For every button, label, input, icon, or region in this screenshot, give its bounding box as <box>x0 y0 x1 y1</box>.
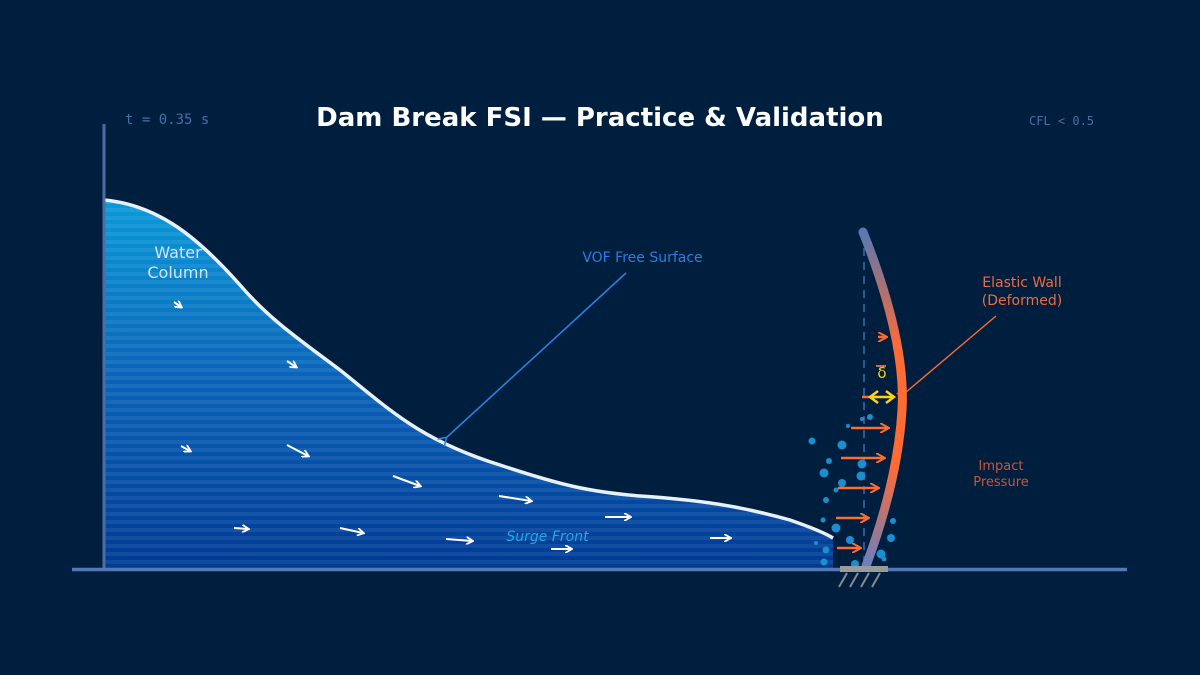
arrow-right-icon <box>498 495 531 501</box>
wall-annotation-arrow <box>905 315 997 393</box>
cfl-condition: CFL < 0.5 <box>1029 114 1095 128</box>
elastic-wall-label-line2: (Deformed) <box>981 292 1063 309</box>
vof-annotation-arrow <box>446 272 627 438</box>
deflection-marker: δ <box>862 364 897 404</box>
impact-pressure-label-line2: Pressure <box>973 475 1029 491</box>
ground-hatch-icon <box>838 572 881 588</box>
spray-bubbles <box>808 414 896 568</box>
elastic-wall-label-line1: Elastic Wall <box>982 275 1062 291</box>
impact-pressure-label: Impact Pressure <box>955 459 1047 492</box>
arrow-right-icon <box>339 527 363 533</box>
water-column-label: Water Column <box>128 243 228 283</box>
impact-pressure-label-line1: Impact <box>978 459 1024 474</box>
elastic-wall <box>858 227 907 571</box>
arrow-right-icon <box>233 528 248 529</box>
wall-anchor <box>838 566 888 588</box>
free-surface-line <box>103 198 834 540</box>
water-column-label-line2: Column <box>147 263 209 282</box>
arrow-right-icon <box>392 475 420 486</box>
arrow-right-icon <box>286 444 308 456</box>
arrow-right-icon <box>286 360 296 367</box>
diagram-title: Dam Break FSI — Practice & Validation <box>316 103 884 133</box>
time-stamp: t = 0.35 s <box>125 112 210 128</box>
water-column-label-line1: Water <box>154 243 202 262</box>
velocity-arrows <box>173 302 730 549</box>
arrow-right-icon <box>180 446 190 451</box>
arrow-right-icon <box>445 539 472 541</box>
elastic-wall-label: Elastic Wall (Deformed) <box>962 275 1082 310</box>
surge-front-label: Surge Front <box>506 529 589 545</box>
pressure-arrows <box>836 337 888 548</box>
arrow-right-icon <box>173 302 181 307</box>
vof-free-surface-label: VOF Free Surface <box>582 250 703 266</box>
deflection-symbol: δ <box>877 364 886 382</box>
